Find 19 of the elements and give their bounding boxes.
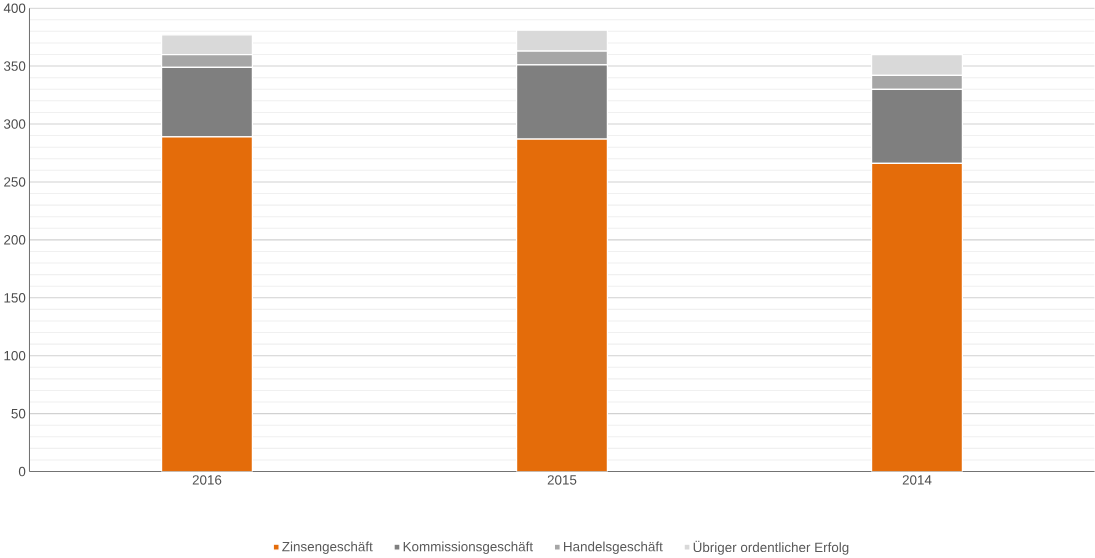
legend-label: Übriger ordentlicher Erfolg bbox=[693, 540, 849, 555]
y-tick-label: 200 bbox=[4, 235, 26, 245]
x-tick-label: 2016 bbox=[192, 475, 222, 485]
y-tick-label: 50 bbox=[11, 409, 26, 419]
y-tick-label: 350 bbox=[3, 61, 26, 72]
bar bbox=[870, 162, 964, 472]
y-tick-label: 250 bbox=[4, 177, 26, 187]
bar bbox=[515, 138, 609, 472]
y-tick-label: 0 bbox=[18, 466, 26, 477]
legend-label: Kommissionsgeschäft bbox=[403, 541, 533, 555]
bar bbox=[160, 136, 254, 472]
y-tick-label: 150 bbox=[4, 293, 26, 303]
legend-label: Handelsgeschäft bbox=[564, 541, 663, 555]
y-tick-label: 400 bbox=[3, 3, 26, 14]
y-tick-label: 100 bbox=[4, 351, 26, 361]
y-tick-label: 300 bbox=[3, 119, 26, 129]
x-tick-label: 2015 bbox=[547, 475, 577, 485]
x-tick-label: 2014 bbox=[902, 475, 932, 485]
legend-label: Zinsengeschäft bbox=[282, 541, 373, 555]
